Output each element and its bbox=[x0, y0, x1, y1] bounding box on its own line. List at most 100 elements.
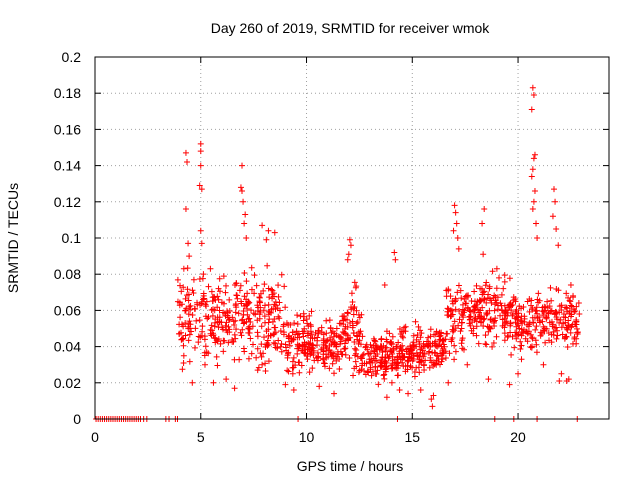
data-point bbox=[397, 356, 404, 363]
data-point bbox=[500, 285, 507, 292]
data-point bbox=[258, 323, 265, 330]
data-point bbox=[462, 293, 469, 300]
data-point bbox=[225, 323, 232, 330]
x-tick-label: 0 bbox=[91, 429, 99, 445]
data-point bbox=[480, 251, 487, 258]
data-point bbox=[529, 84, 536, 91]
data-point bbox=[285, 333, 292, 340]
data-point bbox=[293, 328, 300, 335]
data-point bbox=[253, 354, 260, 361]
data-point bbox=[439, 347, 446, 354]
data-point bbox=[524, 338, 531, 345]
data-point bbox=[199, 328, 206, 335]
data-point bbox=[216, 288, 223, 295]
data-point bbox=[574, 329, 581, 336]
data-point bbox=[490, 295, 497, 302]
data-point bbox=[573, 318, 580, 325]
data-point bbox=[373, 342, 380, 349]
data-point bbox=[390, 347, 397, 354]
data-point bbox=[548, 297, 555, 304]
data-point bbox=[383, 394, 390, 401]
data-point bbox=[202, 301, 209, 308]
data-point bbox=[309, 365, 316, 372]
data-point bbox=[243, 296, 250, 303]
data-point bbox=[278, 348, 285, 355]
data-point bbox=[443, 293, 450, 300]
data-point bbox=[473, 282, 480, 289]
data-point bbox=[405, 390, 412, 397]
data-point bbox=[304, 346, 311, 353]
data-point bbox=[431, 331, 438, 338]
data-point bbox=[294, 345, 301, 352]
data-point bbox=[352, 358, 359, 365]
data-point bbox=[220, 337, 227, 344]
data-point bbox=[529, 166, 536, 173]
data-point bbox=[194, 299, 201, 306]
data-point bbox=[306, 312, 313, 319]
data-point bbox=[563, 377, 570, 384]
data-point bbox=[354, 333, 361, 340]
data-point bbox=[344, 310, 351, 317]
data-point bbox=[501, 337, 508, 344]
data-point bbox=[174, 298, 181, 305]
data-point bbox=[449, 328, 456, 335]
data-point bbox=[372, 364, 379, 371]
data-point bbox=[301, 325, 308, 332]
data-point bbox=[234, 292, 241, 299]
data-point bbox=[389, 333, 396, 340]
data-point bbox=[435, 355, 442, 362]
data-point bbox=[197, 227, 204, 234]
data-point bbox=[301, 313, 308, 320]
data-point bbox=[182, 149, 189, 156]
data-point bbox=[229, 314, 236, 321]
data-point bbox=[493, 285, 500, 292]
data-point bbox=[460, 346, 467, 353]
data-point bbox=[417, 327, 424, 334]
data-point bbox=[189, 379, 196, 386]
data-point bbox=[542, 339, 549, 346]
data-point bbox=[282, 304, 289, 311]
data-point bbox=[309, 341, 316, 348]
data-point bbox=[383, 344, 390, 351]
data-point bbox=[294, 350, 301, 357]
data-point bbox=[485, 328, 492, 335]
data-point bbox=[428, 396, 435, 403]
data-point bbox=[350, 329, 357, 336]
data-point bbox=[258, 341, 265, 348]
data-point bbox=[448, 338, 455, 345]
data-point bbox=[380, 372, 387, 379]
data-point bbox=[350, 305, 357, 312]
data-point bbox=[549, 213, 556, 220]
data-point bbox=[190, 276, 197, 283]
data-point bbox=[196, 317, 203, 324]
data-point bbox=[442, 336, 449, 343]
data-point bbox=[346, 355, 353, 362]
data-point bbox=[471, 288, 478, 295]
data-point bbox=[409, 350, 416, 357]
data-point bbox=[450, 327, 457, 334]
data-point bbox=[195, 339, 202, 346]
data-point bbox=[241, 220, 248, 227]
data-point bbox=[568, 323, 575, 330]
data-point bbox=[182, 320, 189, 327]
y-tick-label: 0.02 bbox=[54, 375, 81, 391]
data-point bbox=[477, 307, 484, 314]
data-point bbox=[272, 306, 279, 313]
data-point bbox=[494, 306, 501, 313]
data-point bbox=[209, 312, 216, 319]
data-point bbox=[260, 287, 267, 294]
data-point bbox=[239, 162, 246, 169]
data-point bbox=[486, 324, 493, 331]
data-point bbox=[491, 322, 498, 329]
data-point bbox=[458, 325, 465, 332]
data-point bbox=[476, 298, 483, 305]
data-point bbox=[418, 330, 425, 337]
data-point bbox=[563, 290, 570, 297]
data-point bbox=[424, 342, 431, 349]
data-point bbox=[336, 320, 343, 327]
y-tick-label: 0.18 bbox=[54, 85, 81, 101]
data-point bbox=[183, 292, 190, 299]
data-point bbox=[459, 319, 466, 326]
data-point bbox=[322, 343, 329, 350]
data-point bbox=[207, 265, 214, 272]
